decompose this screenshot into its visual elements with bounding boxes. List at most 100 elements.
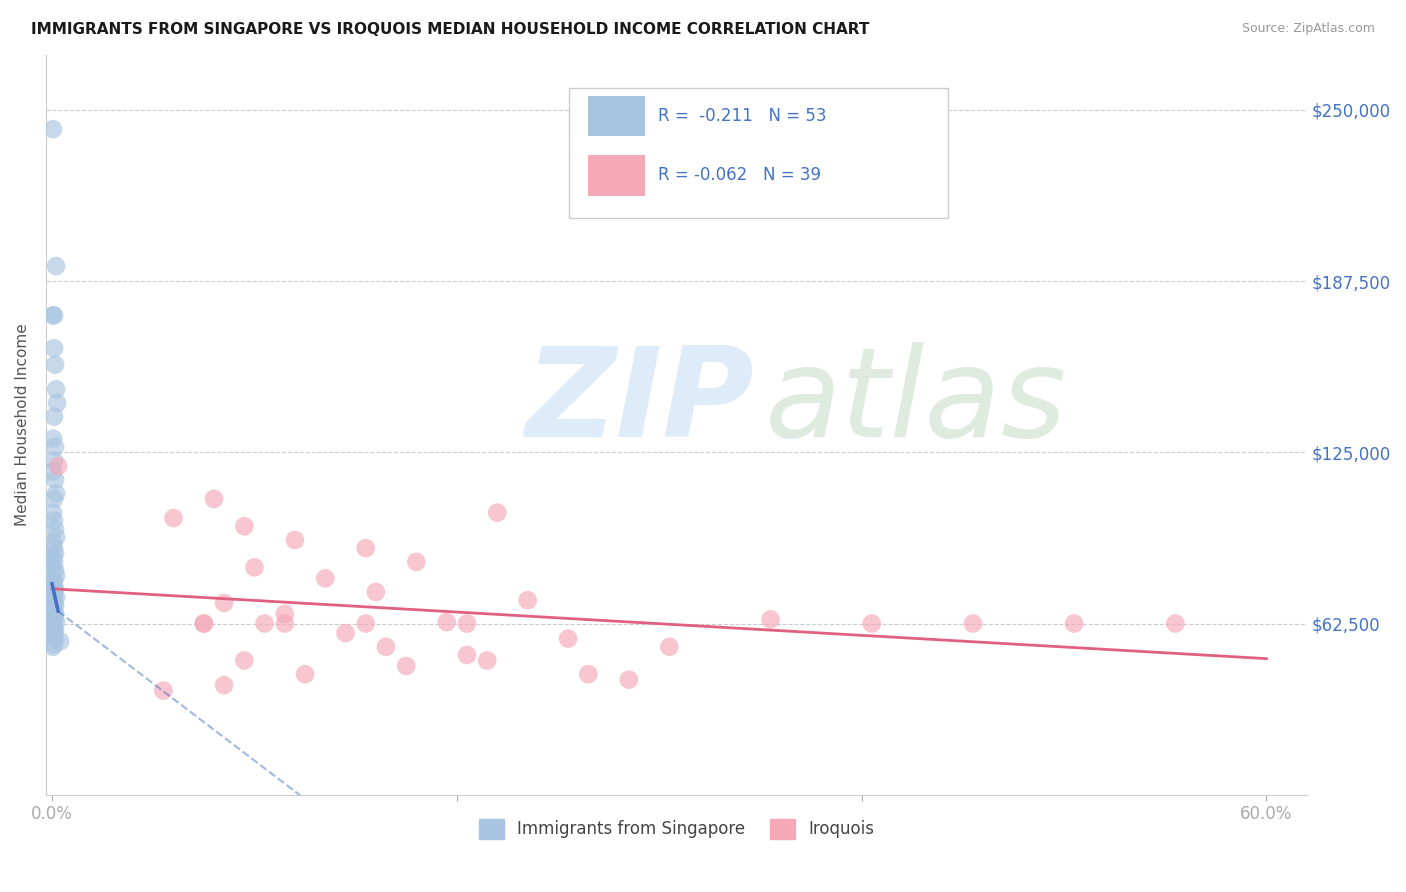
Point xyxy=(42,555,65,569)
Point xyxy=(42,596,65,610)
Point xyxy=(395,659,418,673)
Point xyxy=(45,568,67,582)
Point xyxy=(44,582,66,597)
Text: Source: ZipAtlas.com: Source: ZipAtlas.com xyxy=(1241,22,1375,36)
Point xyxy=(42,612,65,626)
Point xyxy=(42,621,65,635)
Point xyxy=(335,626,357,640)
Point xyxy=(486,506,509,520)
Point xyxy=(860,616,883,631)
Text: ZIP: ZIP xyxy=(524,343,754,463)
Point xyxy=(42,549,65,564)
Point xyxy=(658,640,681,654)
Point xyxy=(557,632,579,646)
Point xyxy=(354,541,377,556)
Point xyxy=(42,535,65,549)
Point xyxy=(42,309,65,323)
Point xyxy=(42,626,65,640)
Point xyxy=(617,673,640,687)
Point xyxy=(1063,616,1085,631)
Point xyxy=(45,259,67,273)
Point xyxy=(42,514,65,528)
Point xyxy=(45,615,67,629)
Point xyxy=(233,519,256,533)
Point xyxy=(42,541,65,556)
Point xyxy=(193,616,215,631)
Point xyxy=(42,122,65,136)
Point xyxy=(42,593,65,607)
Point xyxy=(274,616,297,631)
Y-axis label: Median Household Income: Median Household Income xyxy=(15,324,30,526)
Point xyxy=(962,616,984,631)
Point xyxy=(44,522,66,536)
Point xyxy=(45,486,67,500)
Point xyxy=(42,432,65,446)
FancyBboxPatch shape xyxy=(569,88,948,218)
Point xyxy=(152,683,174,698)
Point xyxy=(42,601,65,615)
Point xyxy=(42,629,65,643)
Point xyxy=(42,453,65,467)
Point xyxy=(243,560,266,574)
Point xyxy=(44,358,66,372)
Point xyxy=(364,585,387,599)
Point xyxy=(42,588,65,602)
Bar xyxy=(588,155,645,195)
Point xyxy=(42,618,65,632)
Point xyxy=(42,574,65,588)
Point xyxy=(436,615,458,629)
Point xyxy=(44,440,66,454)
Point xyxy=(46,458,69,473)
Point xyxy=(42,637,65,651)
Point xyxy=(212,678,235,692)
Point xyxy=(42,506,65,520)
Point xyxy=(42,341,65,355)
Point xyxy=(233,653,256,667)
Point xyxy=(42,309,65,323)
Point xyxy=(162,511,184,525)
Point xyxy=(44,563,66,577)
Point xyxy=(375,640,398,654)
Point xyxy=(274,607,297,621)
Point xyxy=(44,607,66,621)
Point xyxy=(354,616,377,631)
Text: R = -0.062   N = 39: R = -0.062 N = 39 xyxy=(658,166,821,184)
Point xyxy=(42,585,65,599)
Point xyxy=(44,599,66,613)
Point xyxy=(44,547,66,561)
Point xyxy=(759,612,782,626)
Point xyxy=(44,632,66,646)
Point xyxy=(42,465,65,479)
Point xyxy=(49,634,72,648)
Point xyxy=(405,555,427,569)
Point xyxy=(212,596,235,610)
Text: IMMIGRANTS FROM SINGAPORE VS IROQUOIS MEDIAN HOUSEHOLD INCOME CORRELATION CHART: IMMIGRANTS FROM SINGAPORE VS IROQUOIS ME… xyxy=(31,22,869,37)
Point xyxy=(42,604,65,618)
Point xyxy=(45,382,67,396)
Point xyxy=(284,533,307,547)
Point xyxy=(42,609,65,624)
Point xyxy=(45,591,67,605)
Point xyxy=(576,667,599,681)
Point xyxy=(193,616,215,631)
Legend: Immigrants from Singapore, Iroquois: Immigrants from Singapore, Iroquois xyxy=(472,812,882,846)
Bar xyxy=(588,95,645,136)
Point xyxy=(516,593,538,607)
Point xyxy=(42,409,65,424)
Point xyxy=(42,560,65,574)
Point xyxy=(44,473,66,487)
Point xyxy=(46,396,69,410)
Point xyxy=(1164,616,1187,631)
Point xyxy=(253,616,276,631)
Point xyxy=(44,624,66,638)
Point xyxy=(314,571,336,585)
Point xyxy=(42,576,65,591)
Point xyxy=(202,491,225,506)
Point xyxy=(42,491,65,506)
Text: atlas: atlas xyxy=(765,343,1067,463)
Point xyxy=(456,616,478,631)
Point xyxy=(456,648,478,662)
Point xyxy=(42,640,65,654)
Point xyxy=(294,667,316,681)
Point xyxy=(42,580,65,594)
